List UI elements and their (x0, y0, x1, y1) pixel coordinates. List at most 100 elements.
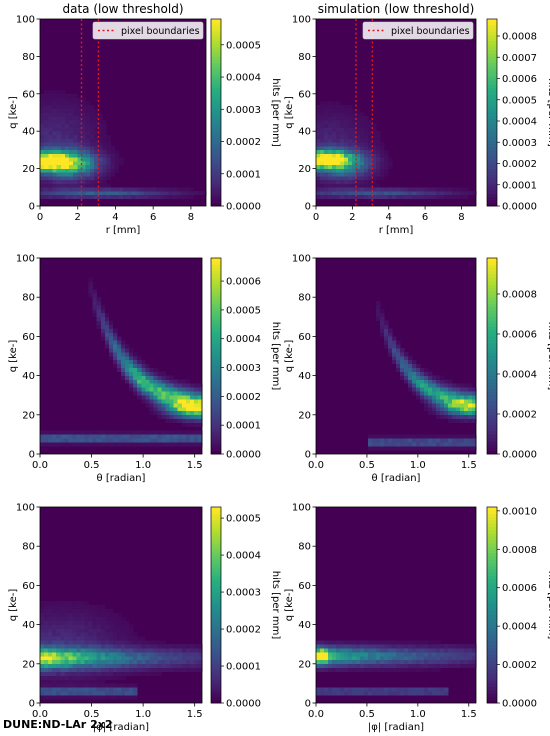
heatmap-cell (177, 652, 183, 657)
heatmap-cell (60, 119, 66, 125)
heatmap-cell (48, 608, 53, 614)
heatmap-cell (40, 116, 45, 121)
heatmap-cell (368, 434, 373, 439)
heatmap-cell (189, 648, 195, 653)
colorbar-segment (487, 162, 497, 166)
heatmap-cell (177, 655, 183, 661)
heatmap-cell (44, 616, 49, 621)
heatmap-cell (424, 438, 429, 443)
heatmap-cell (468, 391, 473, 396)
heatmap-cell (64, 194, 70, 199)
heatmap-cell (152, 191, 157, 196)
heatmap-cell (149, 391, 154, 396)
colorbar-segment (211, 689, 221, 694)
heatmap-cell (460, 410, 465, 416)
colorbar-tick-label: 0.0004 (502, 370, 537, 381)
heatmap-cell (412, 655, 417, 661)
heatmap-cell (185, 667, 191, 672)
heatmap-cell (108, 336, 114, 341)
heatmap-cell (141, 375, 146, 380)
heatmap-cell (436, 691, 441, 696)
heatmap-cell (360, 194, 365, 199)
heatmap-cell (468, 652, 473, 657)
heatmap-cell (64, 683, 69, 688)
heatmap-cell (348, 179, 353, 184)
heatmap-cell (388, 652, 393, 657)
heatmap-cell (173, 667, 178, 672)
heatmap-cell (64, 601, 69, 606)
heatmap-cell (432, 659, 437, 665)
heatmap-cell (56, 149, 62, 154)
heatmap-cell (80, 605, 85, 610)
colorbar-segment (487, 683, 497, 688)
heatmap-cell (48, 90, 53, 95)
colorbar-segment (487, 507, 497, 511)
heatmap-cell (40, 648, 45, 653)
heatmap-cell (372, 187, 377, 192)
heatmap-cell (84, 601, 89, 606)
heatmap-cell (388, 659, 393, 665)
heatmap-cell (468, 446, 473, 451)
heatmap-cell (165, 395, 170, 400)
heatmap-cell (324, 119, 329, 125)
heatmap-cell (137, 655, 142, 661)
heatmap-cell (193, 422, 199, 427)
heatmap-cell (56, 194, 62, 199)
x-tick-label: 4 (386, 212, 392, 223)
heatmap-cell (328, 138, 333, 143)
heatmap-cell (125, 695, 130, 700)
heatmap-cell (141, 655, 146, 661)
heatmap-cells (316, 640, 477, 696)
heatmap-cell (64, 648, 69, 653)
heatmap-cell (40, 168, 45, 173)
heatmap-cell (388, 640, 393, 645)
heatmap-cell (64, 636, 69, 641)
heatmap-cell (157, 395, 162, 400)
heatmap-cell (396, 344, 401, 349)
heatmap-cell (52, 648, 57, 653)
heatmap-cell (96, 652, 102, 657)
heatmap-cell (88, 293, 93, 298)
heatmap-cell (340, 655, 345, 661)
colorbar-segment (211, 359, 221, 363)
heatmap-cell (157, 375, 162, 380)
heatmap-cell (77, 194, 82, 199)
heatmap-cell (173, 379, 178, 384)
heatmap-cell (112, 348, 118, 353)
heatmap-cell (181, 434, 187, 439)
heatmap-cell (420, 391, 425, 396)
colorbar-segment (211, 696, 221, 701)
heatmap-cell (444, 191, 449, 196)
heatmap-cell (145, 371, 150, 376)
heatmap-cell (384, 344, 389, 349)
colorbar-tick-label: 0.0002 (226, 137, 261, 148)
heatmap-cell (432, 399, 437, 404)
heatmap-cell (76, 616, 81, 621)
colorbar-segment (211, 369, 221, 373)
colorbar-segment (487, 53, 497, 57)
heatmap-cell (44, 93, 49, 98)
heatmap-cell (444, 379, 449, 384)
heatmap-cell (93, 172, 99, 177)
heatmap-cell (396, 648, 401, 653)
heatmap-cell (352, 667, 357, 672)
heatmap-cell (328, 176, 333, 181)
heatmap-cell (145, 640, 150, 645)
heatmap-cell (112, 628, 118, 633)
heatmap-cell (348, 131, 353, 136)
heatmap-cell (193, 406, 199, 412)
heatmap-cell (141, 359, 146, 365)
heatmap-cell (320, 161, 325, 166)
heatmap-cell (181, 655, 187, 661)
heatmap-cell (44, 663, 49, 669)
heatmap-cell (129, 655, 134, 661)
heatmap-cell (161, 383, 166, 388)
heatmap-cell (98, 176, 103, 181)
heatmap-cell (112, 683, 118, 688)
heatmap-cell (173, 399, 178, 404)
heatmap-cell (112, 675, 118, 680)
heatmap-cell (376, 176, 381, 181)
heatmap-cell (104, 659, 110, 665)
heatmap-cell (84, 667, 89, 672)
heatmap-cell (104, 612, 110, 618)
